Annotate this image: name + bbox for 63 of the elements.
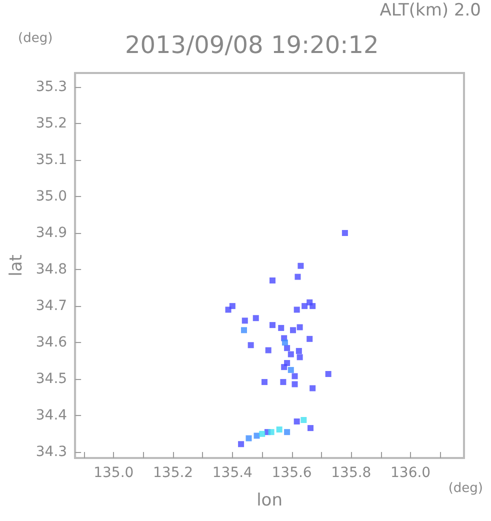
point <box>306 336 313 342</box>
y-axis-title: lat <box>6 254 26 276</box>
point <box>306 299 313 306</box>
y-tick-label: 35.0 <box>36 188 68 204</box>
point <box>284 429 290 436</box>
point <box>246 435 252 442</box>
point <box>342 230 348 236</box>
point <box>284 345 290 352</box>
point <box>270 277 276 284</box>
point <box>302 303 308 310</box>
point <box>225 306 232 313</box>
y-tick-label: 34.4 <box>36 408 68 424</box>
y-tick-label: 35.3 <box>36 78 68 95</box>
point <box>298 262 304 269</box>
x-tick-label: 135.0 <box>94 465 134 481</box>
point <box>252 315 259 322</box>
point <box>292 373 298 380</box>
point <box>248 342 254 348</box>
point <box>294 306 300 313</box>
x-tick-label: 135.4 <box>212 465 253 481</box>
point <box>294 418 300 424</box>
x-tick-label: 135.8 <box>331 465 372 481</box>
chart-title: 2013/09/08 19:20:12 <box>125 31 379 59</box>
point <box>278 324 284 331</box>
point <box>290 327 296 334</box>
y-tick-label: 34.8 <box>36 262 68 278</box>
point <box>281 364 288 370</box>
point <box>296 324 303 330</box>
x-tick-label: 136.0 <box>390 465 431 481</box>
point <box>296 354 303 360</box>
y-tick-label: 34.9 <box>36 224 68 241</box>
point <box>288 366 294 373</box>
x-tick-label: 135.6 <box>272 465 312 481</box>
text: (deg) <box>448 481 484 496</box>
x-axis-title: lon <box>256 490 282 510</box>
x-tick-label: 135.2 <box>153 465 194 481</box>
point <box>288 351 294 358</box>
point <box>276 426 282 433</box>
point <box>242 318 248 324</box>
text: ALT(km) 2.0 <box>380 0 482 20</box>
point <box>261 379 268 386</box>
y-tick-label: 35.1 <box>36 152 68 168</box>
y-tick-label: 34.6 <box>36 334 68 351</box>
point <box>294 274 301 280</box>
point <box>296 348 302 354</box>
point <box>292 381 298 388</box>
text: (deg) <box>18 31 53 46</box>
point <box>259 430 266 437</box>
y-tick-label: 34.5 <box>36 371 68 388</box>
point <box>280 379 286 386</box>
y-tick-label: 34.7 <box>36 298 68 314</box>
point <box>282 340 288 346</box>
y-tick-label: 35.2 <box>36 115 68 132</box>
point <box>265 347 272 354</box>
y-tick-label: 34.3 <box>36 444 68 460</box>
point <box>238 441 244 448</box>
point <box>241 327 248 334</box>
point <box>300 417 307 424</box>
point <box>310 385 316 392</box>
point <box>308 425 314 432</box>
point <box>270 322 276 328</box>
point <box>268 429 274 436</box>
point <box>325 370 332 377</box>
